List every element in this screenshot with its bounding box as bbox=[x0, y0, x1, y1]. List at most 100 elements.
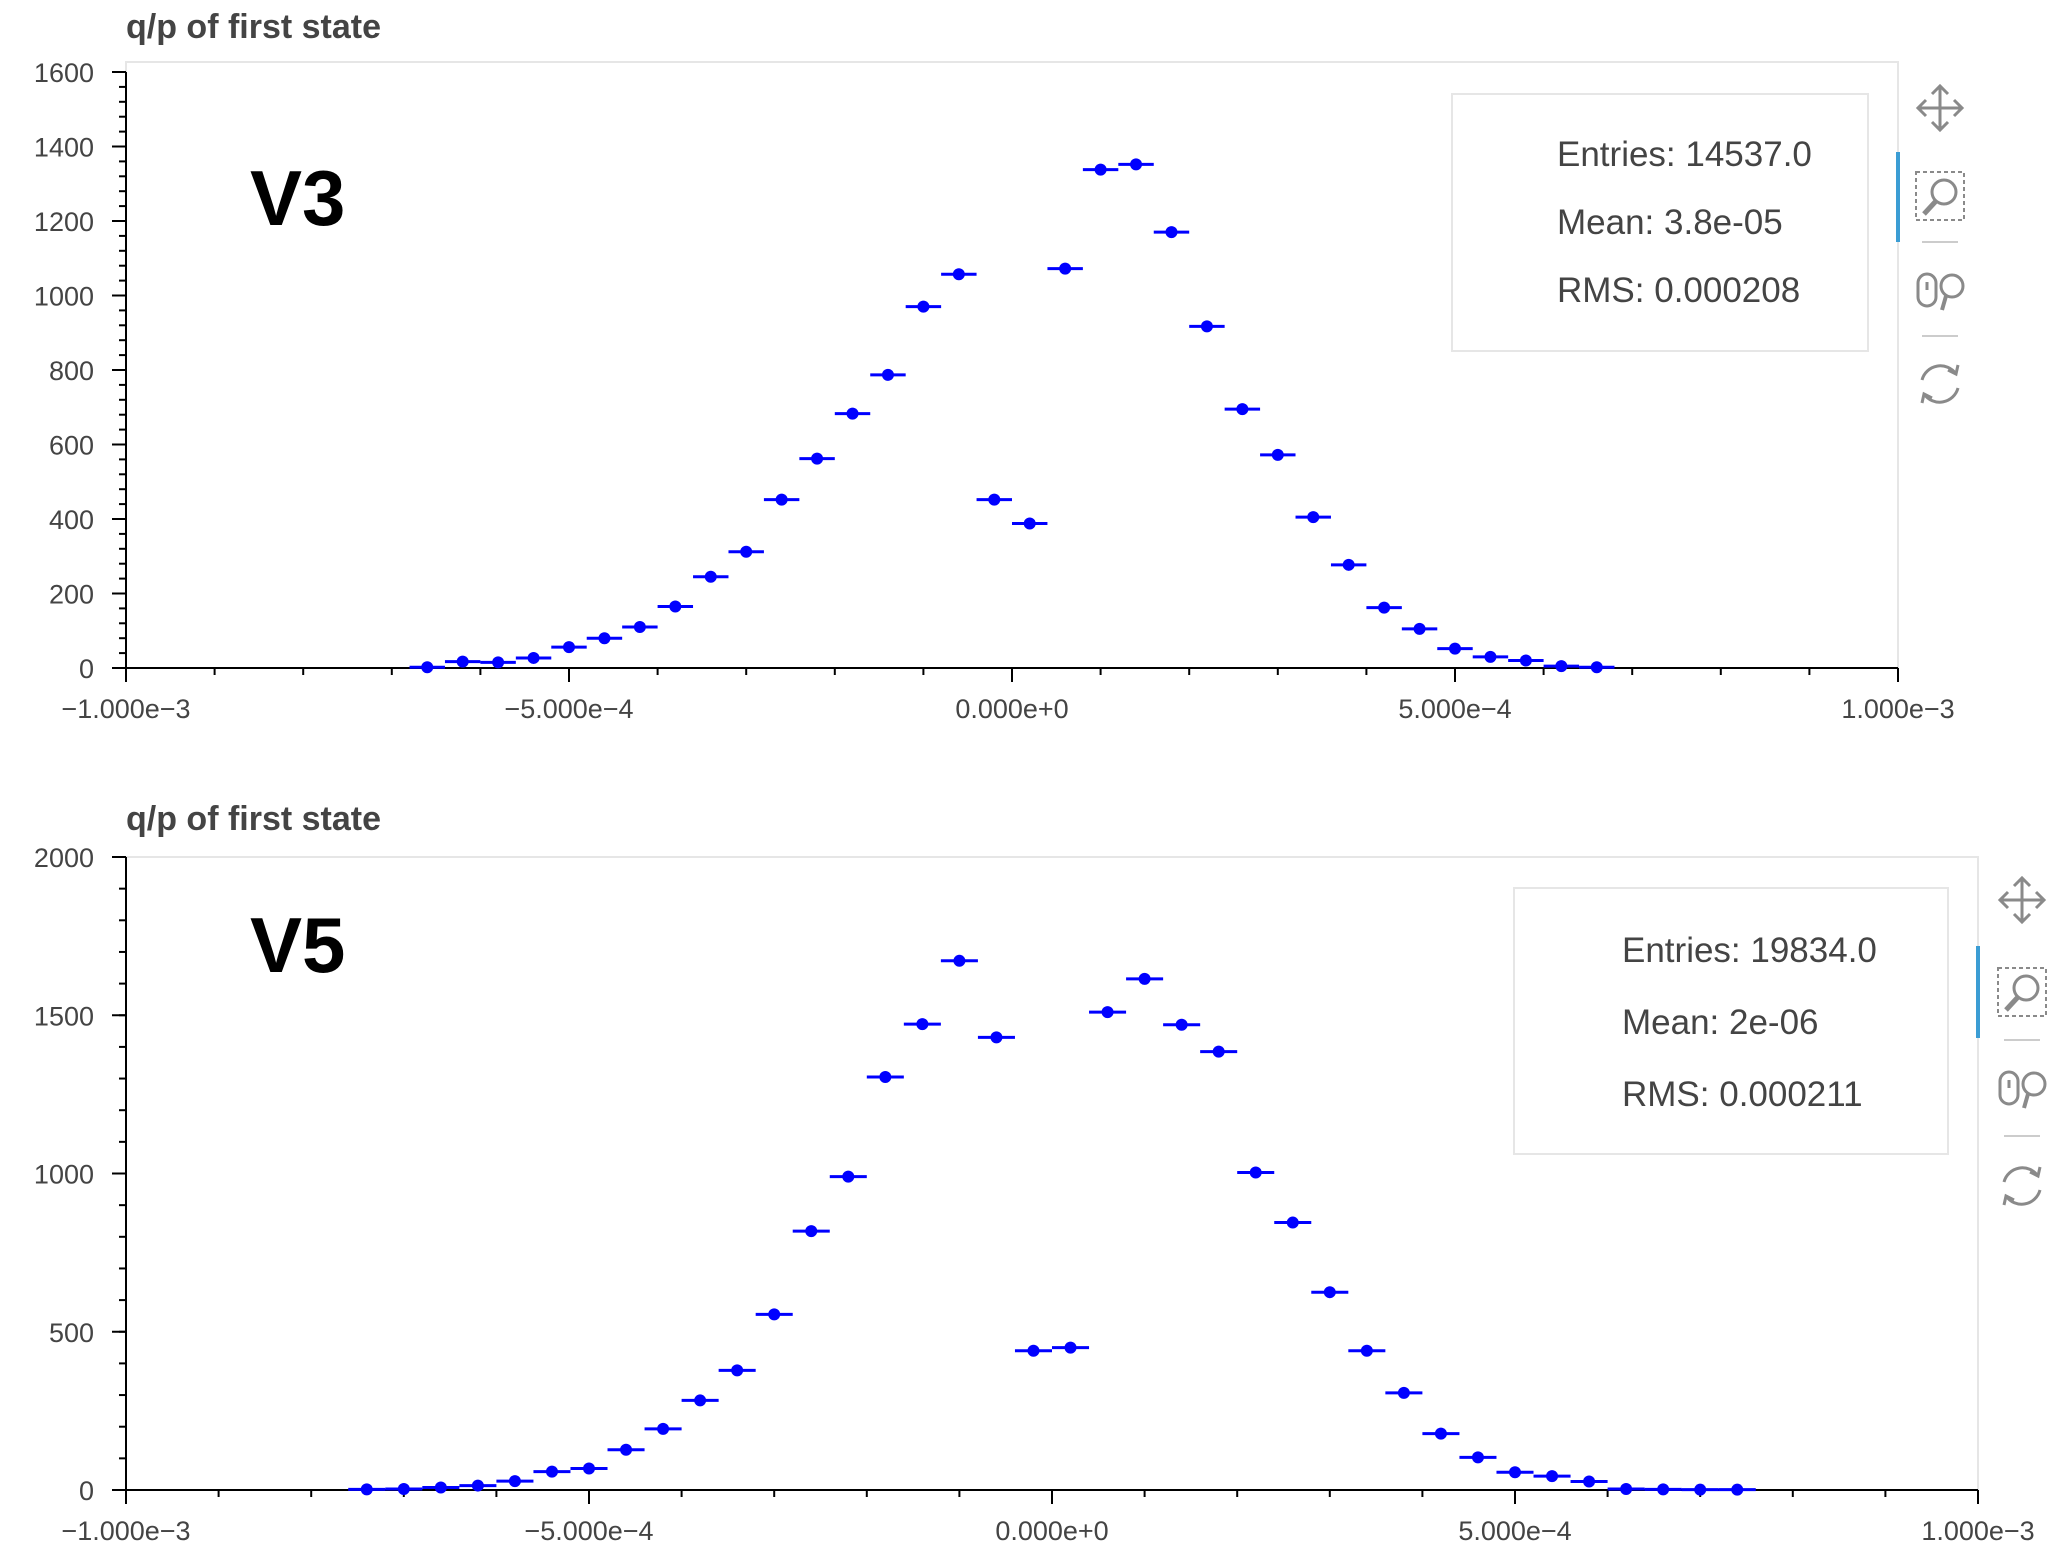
axes: −1.000e−3 −5.000e−4 0.000e+0 5.000e−4 1.000e… bbox=[34, 843, 2035, 1546]
x-tick-label: 1.000e−3 bbox=[1921, 1516, 2034, 1546]
data-point bbox=[1718, 1483, 1756, 1496]
data-point bbox=[1543, 660, 1580, 673]
x-tick-label: −5.000e−4 bbox=[504, 694, 633, 724]
data-point bbox=[834, 407, 871, 420]
histogram-chart-v3: q/p of first state V3 Entries: 14537.0 M… bbox=[34, 8, 1965, 724]
data-point bbox=[1579, 661, 1615, 674]
x-tick-label: 0.000e+0 bbox=[955, 694, 1068, 724]
reset-icon[interactable] bbox=[1920, 364, 1960, 404]
stats-box: Entries: 14537.0 Mean: 3.8e-05 RMS: 0.00… bbox=[1451, 93, 1869, 352]
version-label: V3 bbox=[250, 154, 345, 242]
data-point bbox=[1274, 1216, 1312, 1229]
data-point bbox=[977, 1031, 1015, 1044]
x-tick-label: −1.000e−3 bbox=[61, 1516, 190, 1546]
data-point bbox=[792, 1225, 830, 1238]
data-point bbox=[1508, 654, 1544, 667]
y-tick-label: 1000 bbox=[34, 1160, 94, 1190]
data-point bbox=[829, 1170, 867, 1183]
data-point bbox=[1089, 1006, 1127, 1019]
data-point bbox=[1681, 1483, 1719, 1496]
y-tick-label: 1200 bbox=[34, 207, 94, 237]
stats-box: Entries: 19834.0 Mean: 2e-06 RMS: 0.0002… bbox=[1513, 887, 1949, 1155]
chart-title: q/p of first state bbox=[126, 800, 381, 838]
data-point bbox=[976, 493, 1012, 506]
toolbar bbox=[1896, 83, 1965, 404]
data-point bbox=[1472, 650, 1509, 663]
y-tick-label: 600 bbox=[49, 431, 94, 461]
data-point bbox=[1401, 622, 1438, 635]
data-point bbox=[905, 300, 942, 313]
data-point bbox=[586, 632, 623, 645]
data-point bbox=[1082, 163, 1119, 176]
data-points bbox=[348, 954, 1756, 1496]
data-point bbox=[496, 1475, 534, 1488]
box-zoom-icon[interactable] bbox=[1997, 967, 2047, 1017]
data-point bbox=[422, 1481, 460, 1494]
data-point bbox=[657, 600, 694, 613]
data-point bbox=[533, 1465, 571, 1478]
data-point bbox=[622, 621, 658, 634]
data-point bbox=[1118, 158, 1154, 171]
data-point bbox=[1012, 517, 1048, 530]
data-point bbox=[903, 1018, 941, 1031]
wheel-zoom-icon[interactable] bbox=[1916, 272, 1965, 311]
y-tick-label: 800 bbox=[49, 356, 94, 386]
data-point bbox=[728, 545, 764, 558]
x-tick-label: 5.000e−4 bbox=[1398, 694, 1511, 724]
data-point bbox=[1348, 1344, 1386, 1357]
y-tick-label: 1400 bbox=[34, 133, 94, 163]
data-point bbox=[348, 1483, 386, 1496]
reset-icon[interactable] bbox=[2002, 1166, 2042, 1206]
data-point bbox=[1014, 1344, 1052, 1357]
data-point bbox=[1644, 1483, 1682, 1496]
wheel-zoom-icon[interactable] bbox=[1998, 1070, 2047, 1109]
data-point bbox=[444, 655, 481, 668]
stats-entries: Entries: 19834.0 bbox=[1622, 931, 1877, 970]
stats-entries: Entries: 14537.0 bbox=[1557, 135, 1812, 174]
data-point bbox=[570, 1462, 608, 1475]
data-point bbox=[693, 570, 729, 583]
data-point bbox=[1366, 601, 1402, 614]
data-point bbox=[870, 368, 906, 381]
data-point bbox=[1153, 226, 1190, 239]
histogram-panel-v3: q/p of first state V3 Entries: 14537.0 M… bbox=[0, 0, 2064, 770]
data-point bbox=[1189, 320, 1225, 333]
data-point bbox=[755, 1308, 793, 1321]
data-point bbox=[1533, 1470, 1571, 1483]
data-point bbox=[1385, 1386, 1423, 1399]
data-point bbox=[718, 1364, 756, 1377]
y-tick-label: 1600 bbox=[34, 58, 94, 88]
version-label: V5 bbox=[250, 901, 345, 989]
y-tick-label: 400 bbox=[49, 505, 94, 535]
data-point bbox=[1311, 1286, 1349, 1299]
stats-rms: RMS: 0.000208 bbox=[1557, 271, 1800, 310]
data-point bbox=[409, 661, 445, 674]
y-tick-label: 1000 bbox=[34, 282, 94, 312]
data-point bbox=[1163, 1018, 1201, 1031]
data-point bbox=[1459, 1451, 1497, 1464]
pan-icon[interactable] bbox=[1915, 83, 1965, 133]
toolbar bbox=[1976, 875, 2047, 1206]
data-point bbox=[763, 493, 800, 506]
data-point bbox=[1260, 448, 1296, 461]
y-tick-label: 200 bbox=[49, 580, 94, 610]
y-tick-label: 1500 bbox=[34, 1001, 94, 1031]
data-point bbox=[1237, 1166, 1275, 1179]
stats-rms: RMS: 0.000211 bbox=[1622, 1075, 1863, 1114]
box-zoom-icon[interactable] bbox=[1915, 171, 1965, 221]
data-point bbox=[1224, 403, 1261, 416]
stats-mean: Mean: 2e-06 bbox=[1622, 1003, 1819, 1042]
data-point bbox=[459, 1479, 497, 1492]
data-point bbox=[607, 1443, 645, 1456]
chart-title: q/p of first state bbox=[126, 8, 381, 46]
x-tick-label: 0.000e+0 bbox=[995, 1516, 1108, 1546]
data-point bbox=[799, 452, 835, 465]
data-point bbox=[866, 1070, 904, 1083]
data-point bbox=[1570, 1475, 1608, 1488]
x-tick-label: −5.000e−4 bbox=[524, 1516, 653, 1546]
data-point bbox=[1607, 1483, 1645, 1496]
data-point bbox=[1422, 1427, 1460, 1440]
pan-icon[interactable] bbox=[1997, 875, 2047, 925]
data-point bbox=[385, 1483, 423, 1496]
data-point bbox=[515, 651, 552, 664]
